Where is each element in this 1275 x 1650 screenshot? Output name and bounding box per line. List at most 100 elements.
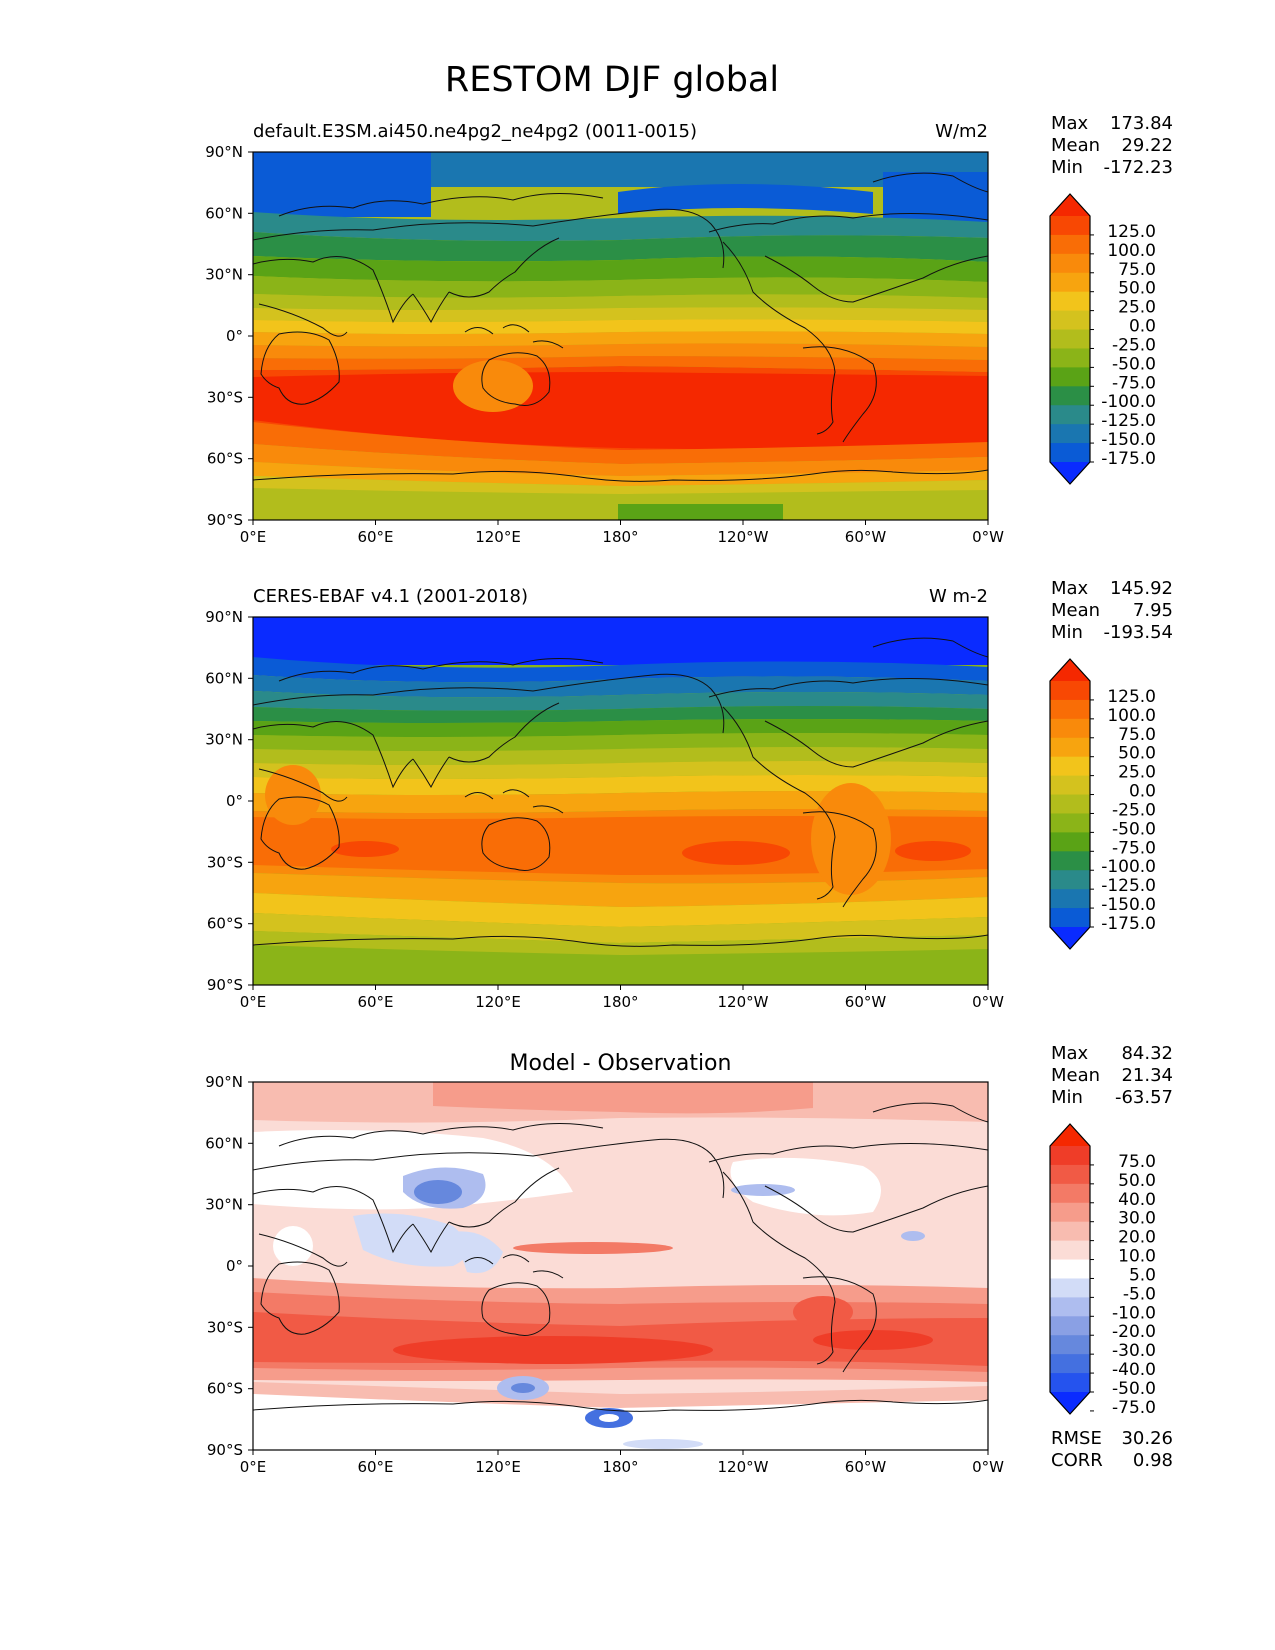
lat-axis: 90°N 60°N 30°N 0° 30°S 60°S 90°S <box>205 143 253 529</box>
colorbar-segment <box>1050 329 1090 349</box>
rmse-value: 30.26 <box>1121 1428 1173 1449</box>
colorbar-segment <box>1050 851 1090 871</box>
stat-label: Max <box>1051 113 1089 134</box>
lat-tick-label: 0° <box>226 327 243 345</box>
corr-label: CORR <box>1051 1450 1103 1471</box>
colorbar-tick-label: -5.0 <box>1123 1284 1156 1304</box>
lon-tick-label: 60°E <box>357 993 393 1011</box>
colorbar-tick-label: 75.0 <box>1118 725 1156 745</box>
colorbar-tick-label: 125.0 <box>1107 222 1156 242</box>
colorbar-tick-label: 10.0 <box>1118 1247 1156 1267</box>
colorbar-tick-label: 0.0 <box>1129 317 1156 337</box>
error-stats: RMSE 30.26 CORR 0.98 <box>1051 1428 1173 1471</box>
stats-box: Max 173.84 Mean 29.22 Min -172.23 <box>1051 113 1173 178</box>
lon-tick-label: 60°E <box>357 528 393 546</box>
colorbar-tick-label: -100.0 <box>1101 857 1156 877</box>
colorbar-segment <box>1050 1297 1090 1317</box>
colorbar-segment <box>1050 813 1090 833</box>
stat-value: 145.92 <box>1110 578 1173 599</box>
colorbar-tick-label: 50.0 <box>1118 1171 1156 1191</box>
colorbar-segment <box>1050 272 1090 293</box>
lat-tick-label: 30°S <box>207 853 243 871</box>
lat-tick-label: 60°N <box>205 204 243 222</box>
panel-center-title: Model - Observation <box>510 1051 732 1076</box>
lon-axis: 0°E 60°E 120°E 180° 120°W 60°W 0°W <box>240 985 1004 1011</box>
stat-label: Mean <box>1051 600 1100 621</box>
lon-tick-label: 60°W <box>845 1458 887 1476</box>
stat-value: 84.32 <box>1121 1043 1173 1064</box>
lat-tick-label: 90°N <box>205 143 243 161</box>
colorbar-tick-label: -175.0 <box>1101 449 1156 469</box>
stat-label: Min <box>1051 622 1083 643</box>
colorbar-tick-label: -125.0 <box>1101 876 1156 896</box>
colorbar-tick-label: 50.0 <box>1118 744 1156 764</box>
lat-tick-label: 90°S <box>207 511 243 529</box>
colorbar-segment <box>1050 386 1090 406</box>
colorbar-segment <box>1050 1335 1090 1355</box>
colorbar-segment <box>1050 1316 1090 1336</box>
colorbar: 125.0100.075.050.025.00.0-25.0-50.0-75.0… <box>1049 658 1156 950</box>
colorbar-tick-label: -175.0 <box>1101 914 1156 934</box>
colorbar-tick-label: -40.0 <box>1112 1360 1156 1380</box>
colorbar-segment <box>1050 1259 1090 1279</box>
colorbar-tick-label: 25.0 <box>1118 763 1156 783</box>
colorbar-extend-min <box>1050 927 1090 949</box>
panel-model: default.E3SM.ai450.ne4pg2_ne4pg2 (0011-0… <box>205 113 1173 546</box>
colorbar-segment <box>1050 367 1090 387</box>
lat-tick-label: 60°N <box>205 1134 243 1152</box>
colorbar-segment <box>1050 443 1090 463</box>
colorbar-tick-label: 30.0 <box>1118 1209 1156 1229</box>
lon-tick-label: 0°W <box>972 528 1004 546</box>
stat-value: 173.84 <box>1110 113 1173 134</box>
stat-value: -193.54 <box>1104 622 1173 643</box>
map-field <box>253 1082 988 1450</box>
lon-tick-label: 0°W <box>972 1458 1004 1476</box>
lat-tick-label: 90°S <box>207 1441 243 1459</box>
colorbar-segment <box>1050 870 1090 890</box>
lat-tick-label: 30°N <box>205 266 243 284</box>
colorbar-extend-max <box>1050 659 1090 681</box>
lat-tick-label: 90°N <box>205 608 243 626</box>
colorbar-tick-label: -25.0 <box>1112 335 1156 355</box>
colorbar-segment <box>1050 1373 1090 1393</box>
colorbar-tick-label: -25.0 <box>1112 800 1156 820</box>
panel-left-title: CERES-EBAF v4.1 (2001-2018) <box>253 586 528 607</box>
colorbar-tick-label: -10.0 <box>1112 1303 1156 1323</box>
colorbar-segment <box>1050 1354 1090 1374</box>
stat-value: 7.95 <box>1133 600 1173 621</box>
colorbar-segment <box>1050 908 1090 928</box>
colorbar-segment <box>1050 253 1090 274</box>
colorbar-segment <box>1050 737 1090 758</box>
lon-tick-label: 120°W <box>718 1458 769 1476</box>
colorbar-tick-label: 40.0 <box>1118 1190 1156 1210</box>
lon-tick-label: 120°E <box>475 528 521 546</box>
lon-tick-label: 0°W <box>972 993 1004 1011</box>
lat-tick-label: 0° <box>226 1257 243 1275</box>
colorbar-tick-label: -75.0 <box>1112 373 1156 393</box>
colorbar-tick-label: -20.0 <box>1112 1322 1156 1342</box>
colorbar-segment <box>1050 718 1090 739</box>
lat-tick-label: 0° <box>226 792 243 810</box>
lat-axis: 90°N 60°N 30°N 0° 30°S 60°S 90°S <box>205 608 253 994</box>
colorbar-segment <box>1050 291 1090 312</box>
colorbar-tick-label: 75.0 <box>1118 1152 1156 1172</box>
lon-tick-label: 120°E <box>475 993 521 1011</box>
lat-tick-label: 90°N <box>205 1073 243 1091</box>
colorbar-tick-label: -30.0 <box>1112 1341 1156 1361</box>
lon-tick-label: 180° <box>602 528 638 546</box>
colorbar-segment <box>1050 216 1090 236</box>
stat-label: Min <box>1051 1087 1083 1108</box>
lon-tick-label: 60°W <box>845 993 887 1011</box>
colorbar-segment <box>1050 832 1090 852</box>
rmse-label: RMSE <box>1051 1428 1102 1449</box>
colorbar-segment <box>1050 348 1090 368</box>
lat-axis: 90°N 60°N 30°N 0° 30°S 60°S 90°S <box>205 1073 253 1459</box>
lon-tick-label: 120°W <box>718 528 769 546</box>
colorbar-extend-max <box>1050 194 1090 216</box>
lon-tick-label: 0°E <box>240 528 267 546</box>
lat-tick-label: 30°N <box>205 731 243 749</box>
colorbar-segment <box>1050 424 1090 444</box>
colorbar-tick-label: -75.0 <box>1112 1398 1156 1418</box>
colorbar-tick-label: 100.0 <box>1107 241 1156 261</box>
stat-value: -63.57 <box>1115 1087 1173 1108</box>
